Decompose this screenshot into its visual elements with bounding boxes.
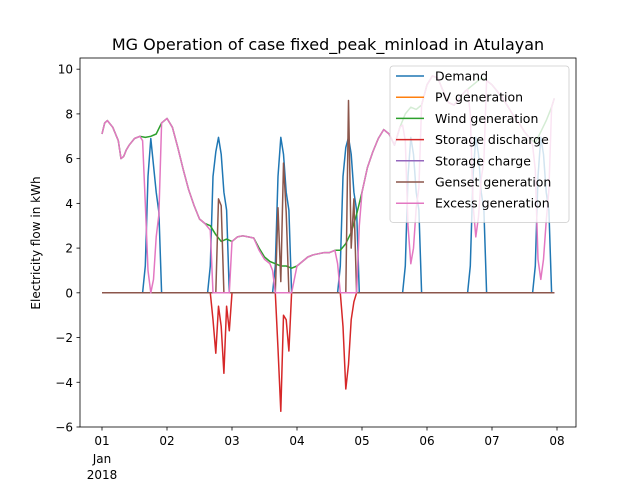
chart-title: MG Operation of case fixed_peak_minload … — [112, 35, 544, 55]
x-tick-label: 05 — [354, 434, 369, 448]
y-tick-label: 6 — [65, 152, 73, 166]
y-tick-label: 0 — [65, 286, 73, 300]
legend-label-excess-generation: Excess generation — [435, 196, 550, 211]
legend-label-demand: Demand — [435, 69, 488, 84]
x-tick-sublabel-month: Jan — [92, 452, 112, 466]
y-tick-label: −6 — [55, 421, 73, 435]
x-tick-label: 07 — [484, 434, 499, 448]
y-axis-label: Electricity flow in kWh — [29, 176, 43, 309]
series-line-genset-generation — [102, 99, 555, 294]
legend-label-wind-generation: Wind generation — [435, 111, 538, 126]
series-line-storage-discharge — [102, 292, 555, 413]
x-tick-sublabel-year: 2018 — [87, 468, 118, 480]
x-tick-label: 03 — [224, 434, 239, 448]
y-tick-label: 10 — [58, 63, 73, 77]
x-tick-label: 06 — [419, 434, 434, 448]
y-tick-label: 2 — [65, 242, 73, 256]
plot-frame — [79, 57, 577, 428]
x-tick-label: 08 — [549, 434, 564, 448]
x-tick-label: 04 — [289, 434, 304, 448]
legend-label-pv-generation: PV generation — [435, 90, 523, 105]
y-tick-label: 8 — [65, 107, 73, 121]
chart-legend: Demand PV generation Wind generation Storag… — [389, 65, 570, 223]
legend-label-storage-discharge: Storage discharge — [435, 132, 549, 147]
legend-box — [389, 65, 570, 223]
y-tick-label: 4 — [65, 197, 73, 211]
y-tick-label: −2 — [55, 331, 73, 345]
y-tick-label: −4 — [55, 376, 73, 390]
legend-label-storage-charge: Storage charge — [435, 153, 531, 168]
x-tick-label: 01 — [94, 434, 109, 448]
x-tick-label: 02 — [159, 434, 174, 448]
legend-label-genset-generation: Genset generation — [435, 175, 551, 190]
